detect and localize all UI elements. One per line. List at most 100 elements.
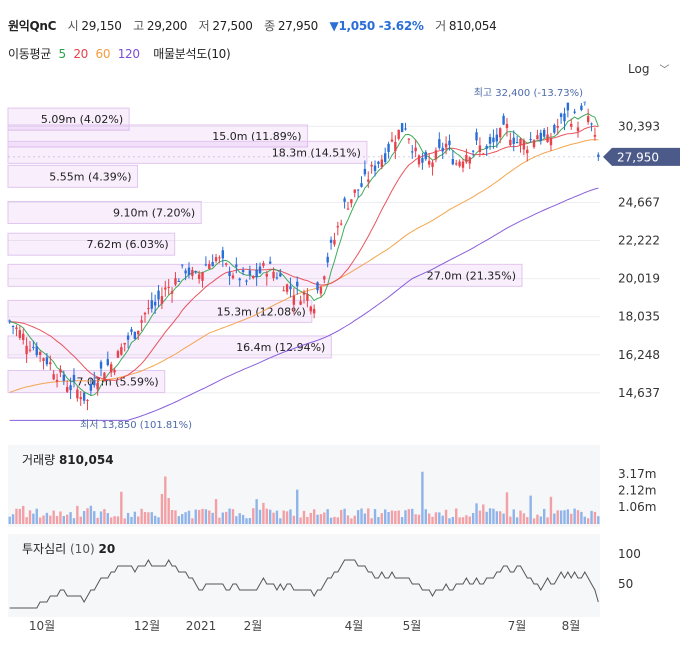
volume-bar [414,514,417,524]
low-value: 27,500 [212,19,253,33]
ma5-label: 5 [58,47,66,61]
candle-body [231,275,235,279]
volume-bar [245,518,248,524]
volume-bar [137,516,140,524]
ma-legend[interactable]: 이동평균 5 20 60 120 매물분석도(10) [8,45,234,62]
volume-bar [177,516,181,524]
candle-body [319,287,323,294]
candle-body [593,134,597,137]
candle-body [116,351,120,358]
candle-body [79,397,82,400]
volume-bar [326,509,329,524]
volume-bar [109,517,113,524]
candle-body [438,139,441,148]
volume-bar [184,512,187,524]
volume-bar [120,491,123,524]
candle-body [252,275,255,279]
volume-profile-label: 7.62m (6.03%) [86,238,168,251]
candle-body [177,280,181,282]
change-value: ▼1,050 -3.62% [329,19,424,33]
candle-body [66,386,69,392]
volume-bar [113,516,116,524]
volume-bar [187,510,191,524]
candle-body [549,138,553,146]
candle-body [208,263,211,269]
volume-bar [248,517,252,524]
candle-body [323,276,326,280]
volume-bar [438,512,441,524]
candle-body [499,128,502,138]
volume-y-tick: 1.06m [618,500,656,514]
volume-bar [38,517,42,524]
candle-body [113,369,116,373]
volume-bar [106,513,109,524]
volume-bar [140,508,143,524]
price-chart[interactable]: 30,393 24,667 22,222 20,019 18,035 16,248 14,6… [0,85,680,440]
volume-profile-bar [7,164,139,188]
candle-body [296,281,299,287]
volume-bar [76,505,79,524]
candle-body [11,326,15,328]
volume-bar [346,515,350,524]
volume-profile-label: 9.10m (7.20%) [113,206,195,219]
volume-bar [218,517,221,524]
y-tick-label: 24,667 [618,195,660,209]
volume-bar [55,515,59,524]
volume-profile-bar [7,335,332,359]
price-header: 원익QnC 시 29,150 고 29,200 저 27,500 종 27,950 ▼1… [8,17,504,34]
candle-body [211,262,214,267]
volume-bar [279,518,282,524]
sentiment-value: 20 [98,542,116,556]
volume-bar [231,509,235,524]
candle-body [52,374,55,380]
candle-body [326,256,329,263]
volume-bar [431,516,434,524]
candle-body [255,269,258,278]
volume-bar [208,510,211,524]
volume-y-tick: 2.12m [618,483,656,497]
volume-bar [370,518,373,524]
candle-body [597,154,600,157]
y-tick-label: 16,248 [618,348,660,362]
candle-body [536,135,539,140]
volume-bar [62,516,66,524]
candle-body [167,286,170,288]
candle-body [62,374,66,381]
candle-body [96,382,99,390]
candle-body [509,139,512,146]
candle-body [143,312,147,315]
candle-body [580,105,583,110]
volume-bar [285,511,289,524]
volume-bar [434,512,438,524]
candle-body [275,277,279,279]
candle-body [224,263,228,265]
candle-body [458,161,461,167]
candle-body [306,294,309,301]
volume-bar [45,512,49,524]
volume-bar [157,517,160,524]
sentiment-chart[interactable]: 100 50 [0,534,680,617]
candle-body [99,361,103,369]
candle-body [241,270,245,273]
candle-body [214,257,218,262]
candle-body [424,152,427,160]
candle-body [390,139,394,142]
volume-bar [99,511,103,524]
volume-bar [448,518,451,524]
volume-bar [59,511,62,524]
volume-chart[interactable]: 3.17m 2.12m 1.06m [0,445,680,527]
candle-body [451,159,455,165]
candle-body [380,159,384,168]
y-tick-label: 22,222 [618,234,660,248]
candle-body [201,272,204,281]
scale-selector[interactable]: Log ﹀ [628,61,669,76]
candle-body [292,295,296,305]
candle-body [82,392,86,401]
candle-body [512,137,515,144]
volume-bar [282,510,285,524]
volume-bar [235,516,238,524]
volume-bar [15,508,18,524]
low-label: 저 [198,19,210,33]
volume-bar [329,517,333,524]
candle-body [15,327,18,330]
